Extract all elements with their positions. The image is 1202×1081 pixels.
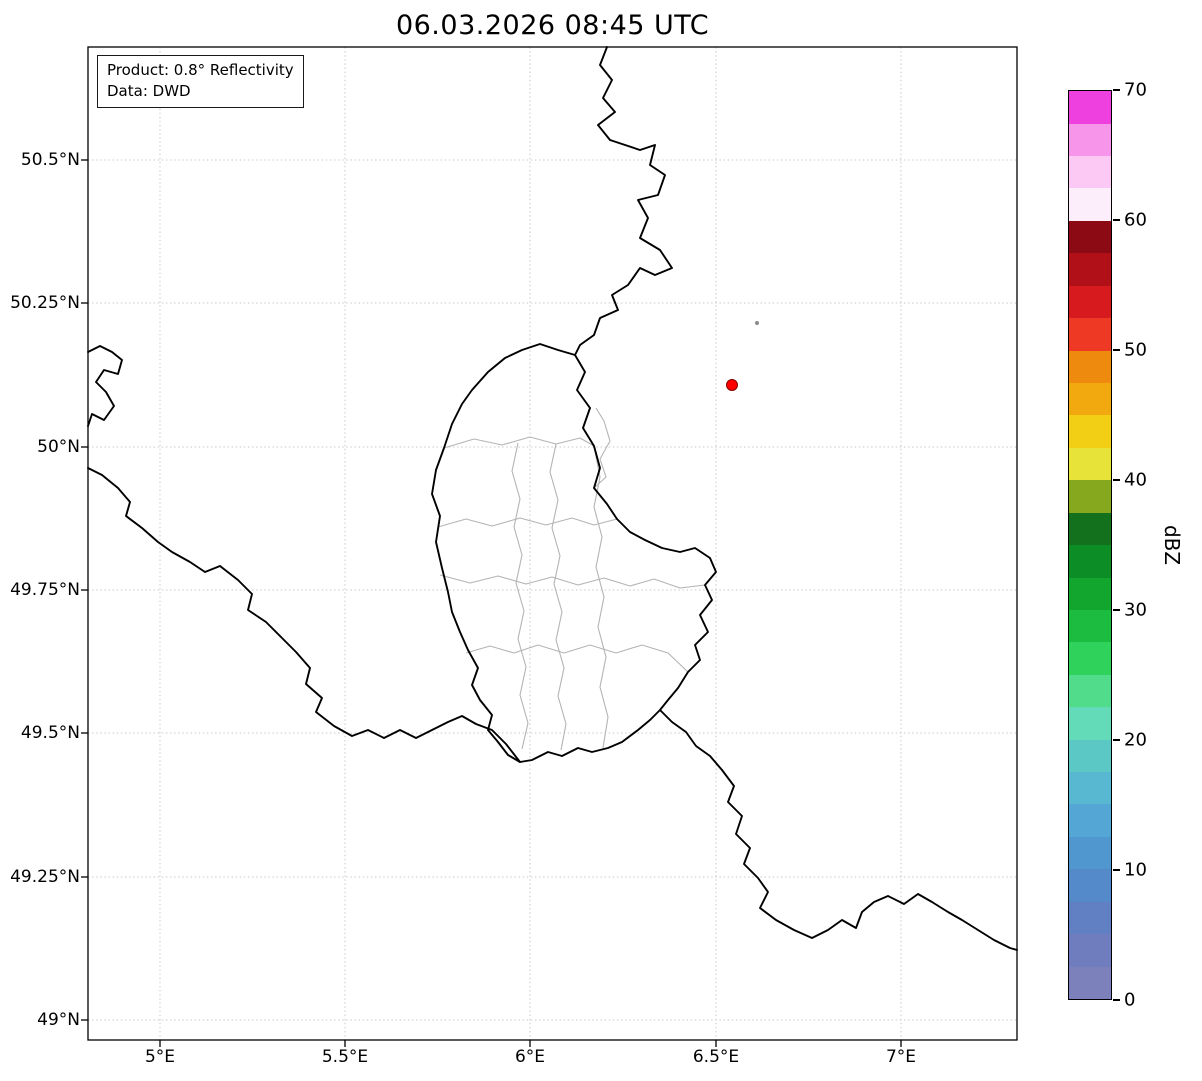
colorbar-segment bbox=[1069, 934, 1111, 967]
colorbar-segment bbox=[1069, 382, 1111, 416]
colorbar-tick-label: 20 bbox=[1124, 729, 1147, 751]
colorbar-tick-mark bbox=[1113, 219, 1120, 221]
colorbar-segment bbox=[1069, 285, 1111, 319]
y-tick-label: 50.5°N bbox=[20, 150, 80, 170]
district-borders bbox=[437, 407, 706, 751]
colorbar-segment bbox=[1069, 91, 1111, 124]
reflectivity-colorbar bbox=[1068, 90, 1112, 1000]
colorbar-segment bbox=[1069, 966, 1111, 999]
graticule-gridlines bbox=[88, 47, 1017, 1040]
colorbar-segment bbox=[1069, 869, 1111, 902]
colorbar-segment bbox=[1069, 188, 1111, 221]
colorbar-tick-label: 30 bbox=[1124, 599, 1147, 621]
colorbar-segment bbox=[1069, 836, 1111, 870]
x-tick-label: 6.5°E bbox=[692, 1047, 740, 1067]
france-belgium-border-line bbox=[87, 467, 521, 763]
colorbar-tick-mark bbox=[1113, 479, 1120, 481]
colorbar-segment bbox=[1069, 253, 1111, 286]
y-tick-label: 49°N bbox=[37, 1010, 80, 1030]
colorbar-segment bbox=[1069, 350, 1111, 383]
colorbar-tick-label: 0 bbox=[1124, 989, 1136, 1011]
colorbar-tick-label: 40 bbox=[1124, 469, 1147, 491]
colorbar-tick-label: 10 bbox=[1124, 859, 1147, 881]
x-tick-label: 7°E bbox=[885, 1047, 917, 1067]
colorbar-segment bbox=[1069, 674, 1111, 708]
colorbar-segment bbox=[1069, 318, 1111, 351]
y-tick-label: 49.5°N bbox=[20, 723, 80, 743]
y-tick-label: 50.25°N bbox=[10, 293, 80, 313]
colorbar-segment bbox=[1069, 123, 1111, 157]
colorbar-segment bbox=[1069, 577, 1111, 610]
colorbar-segment bbox=[1069, 415, 1111, 448]
colorbar-segment bbox=[1069, 512, 1111, 546]
colorbar-tick-label: 60 bbox=[1124, 209, 1147, 231]
axes-frame bbox=[81, 46, 1018, 1047]
colorbar-tick-mark bbox=[1113, 89, 1120, 91]
colorbar-segment bbox=[1069, 707, 1111, 740]
colorbar-segment bbox=[1069, 480, 1111, 513]
colorbar-tick-mark bbox=[1113, 999, 1120, 1001]
colorbar-segment bbox=[1069, 447, 1111, 481]
france-belgium-border-meander bbox=[87, 345, 123, 427]
y-tick-label: 49.25°N bbox=[10, 867, 80, 887]
colorbar-segment bbox=[1069, 642, 1111, 675]
y-tick-label: 50°N bbox=[37, 437, 80, 457]
data-source-line: Data: DWD bbox=[107, 82, 191, 100]
colorbar-segment bbox=[1069, 156, 1111, 189]
x-tick-label: 5.5°E bbox=[321, 1047, 369, 1067]
colorbar-segment bbox=[1069, 739, 1111, 773]
colorbar-tick-label: 50 bbox=[1124, 339, 1147, 361]
map-canvas bbox=[81, 46, 1018, 1047]
radar-site-marker bbox=[726, 379, 738, 391]
product-info-line: Product: 0.8° Reflectivity bbox=[107, 61, 294, 79]
map-plot-area: Product: 0.8° Reflectivity Data: DWD bbox=[81, 46, 1018, 1047]
colorbar-segment bbox=[1069, 220, 1111, 254]
colorbar-segment bbox=[1069, 609, 1111, 643]
luxembourg-border bbox=[431, 343, 717, 763]
colorbar-unit-label: dBZ bbox=[1160, 524, 1184, 566]
colorbar-segment bbox=[1069, 804, 1111, 837]
colorbar-segment bbox=[1069, 901, 1111, 935]
colorbar-tick-mark bbox=[1113, 349, 1120, 351]
colorbar-tick-label: 70 bbox=[1124, 79, 1147, 101]
x-tick-label: 6°E bbox=[514, 1047, 546, 1067]
belgium-germany-border-line bbox=[574, 46, 673, 356]
colorbar-tick-mark bbox=[1113, 739, 1120, 741]
colorbar-tick-mark bbox=[1113, 869, 1120, 871]
y-tick-label: 49.75°N bbox=[10, 580, 80, 600]
colorbar-segment bbox=[1069, 772, 1111, 805]
colorbar-segment bbox=[1069, 545, 1111, 578]
minor-echo-dot bbox=[755, 321, 759, 325]
x-tick-label: 5°E bbox=[144, 1047, 176, 1067]
colorbar-tick-mark bbox=[1113, 609, 1120, 611]
figure-title: 06.03.2026 08:45 UTC bbox=[395, 10, 710, 41]
france-germany-border-line bbox=[659, 709, 1018, 951]
country-borders bbox=[87, 46, 1018, 951]
product-info-box: Product: 0.8° Reflectivity Data: DWD bbox=[97, 55, 304, 108]
